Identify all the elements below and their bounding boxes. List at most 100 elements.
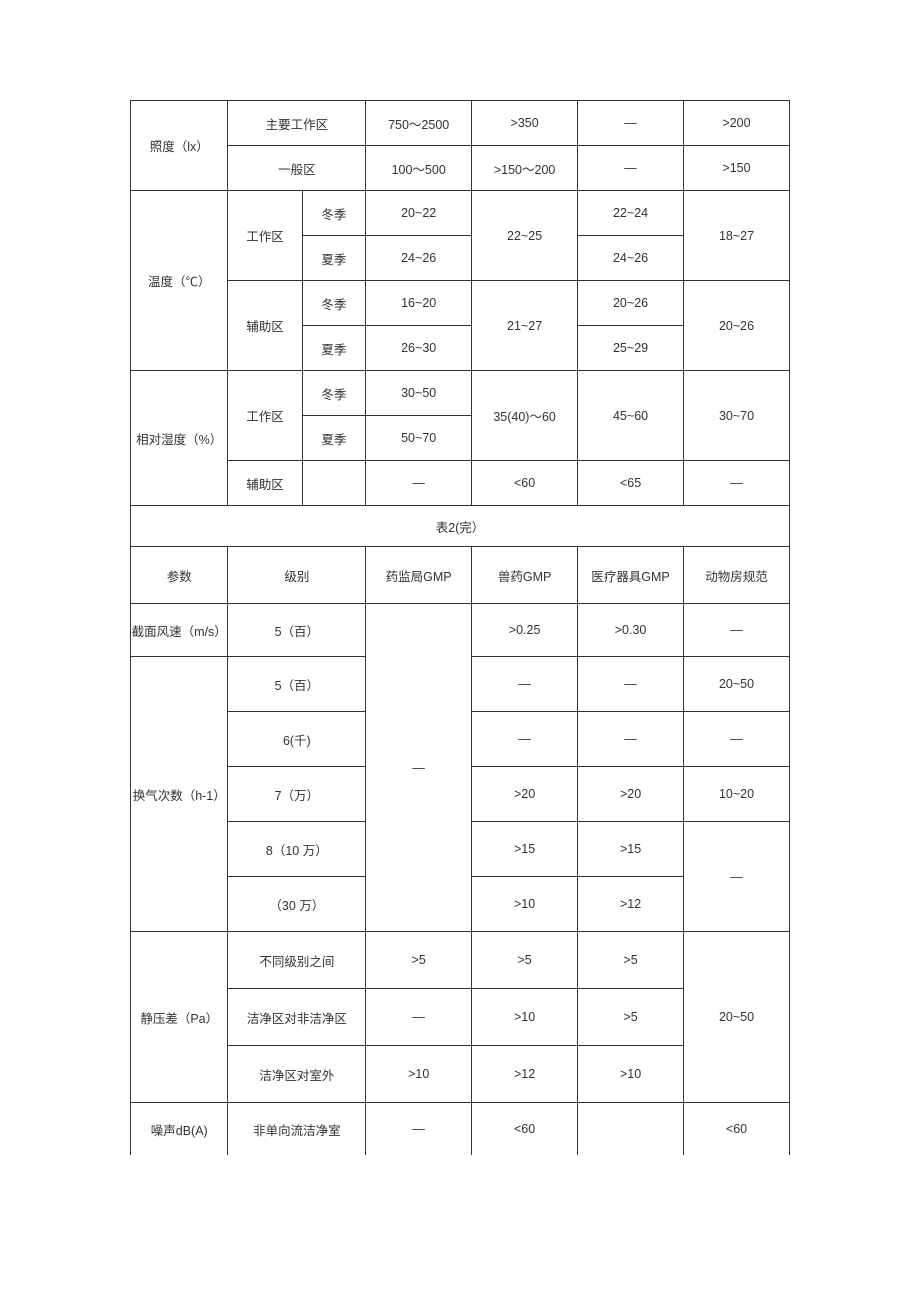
param-vel: 截面风速（m/s）: [131, 604, 228, 657]
cell: >10: [578, 1046, 684, 1103]
season: 夏季: [302, 416, 366, 461]
season: 冬季: [302, 371, 366, 416]
cell: >5: [366, 932, 472, 989]
cell: >350: [472, 101, 578, 146]
cell: —: [684, 712, 790, 767]
cell: 10~20: [684, 767, 790, 822]
header-c3: 医疗器具GMP: [578, 547, 684, 604]
cell: >5: [578, 989, 684, 1046]
cell: <60: [684, 1103, 790, 1156]
cell: >5: [578, 932, 684, 989]
cell: 20~50: [684, 932, 790, 1103]
cell: 20~22: [366, 191, 472, 236]
cell: 20~26: [578, 281, 684, 326]
cell: >0.30: [578, 604, 684, 657]
cell: >20: [578, 767, 684, 822]
cell: 25~29: [578, 326, 684, 371]
cell: 35(40)～60: [472, 371, 578, 461]
season: [302, 461, 366, 506]
rh-g2-label: 辅助区: [228, 461, 302, 506]
cell: >150～200: [472, 146, 578, 191]
cell: 非单向流洁净室: [228, 1103, 366, 1156]
cell: 26~30: [366, 326, 472, 371]
season: 冬季: [302, 191, 366, 236]
param-dp: 静压差（Pa）: [131, 932, 228, 1103]
cell: >10: [472, 989, 578, 1046]
header-param: 参数: [131, 547, 228, 604]
cell: 16~20: [366, 281, 472, 326]
cell: —: [684, 604, 790, 657]
cell: —: [578, 101, 684, 146]
cell: —: [366, 461, 472, 506]
cell: 50~70: [366, 416, 472, 461]
cell: >200: [684, 101, 790, 146]
cell: <60: [472, 1103, 578, 1156]
cell: —: [366, 989, 472, 1046]
param-noise: 噪声dB(A): [131, 1103, 228, 1156]
lux-sub2-label: 一般区: [228, 146, 366, 191]
cell: 5（百）: [228, 604, 366, 657]
cell: 22~24: [578, 191, 684, 236]
param-temp: 温度（℃）: [131, 191, 228, 371]
temp-g2-label: 辅助区: [228, 281, 302, 371]
cell: >0.25: [472, 604, 578, 657]
cell: （30 万）: [228, 877, 366, 932]
cell: 22~25: [472, 191, 578, 281]
lux-sub1-label: 主要工作区: [228, 101, 366, 146]
cell: <60: [472, 461, 578, 506]
cell: 18~27: [684, 191, 790, 281]
cell: >12: [578, 877, 684, 932]
cell: 7（万）: [228, 767, 366, 822]
cell: >150: [684, 146, 790, 191]
season: 冬季: [302, 281, 366, 326]
cell: 20~26: [684, 281, 790, 371]
param-air: 换气次数（h-1）: [131, 657, 228, 932]
cell: 100～500: [366, 146, 472, 191]
rh-g1-label: 工作区: [228, 371, 302, 461]
season: 夏季: [302, 236, 366, 281]
cell: >20: [472, 767, 578, 822]
cell: —: [366, 1103, 472, 1156]
cell: —: [472, 712, 578, 767]
cell: 5（百）: [228, 657, 366, 712]
cell: >10: [472, 877, 578, 932]
cell: [578, 1103, 684, 1156]
document-page: 照度（lx） 主要工作区 750～2500 >350 — >200 一般区 10…: [0, 0, 920, 1215]
cell: —: [578, 146, 684, 191]
cell: 45~60: [578, 371, 684, 461]
cell: 24~26: [578, 236, 684, 281]
header-c2: 兽药GMP: [472, 547, 578, 604]
cell: 24~26: [366, 236, 472, 281]
cell: >10: [366, 1046, 472, 1103]
cell: 30~70: [684, 371, 790, 461]
cell: >15: [578, 822, 684, 877]
cell: 8（10 万）: [228, 822, 366, 877]
cell: >15: [472, 822, 578, 877]
cell: <65: [578, 461, 684, 506]
temp-g1-label: 工作区: [228, 191, 302, 281]
header-c1: 药监局GMP: [366, 547, 472, 604]
cell: 不同级别之间: [228, 932, 366, 989]
cell: 750～2500: [366, 101, 472, 146]
cell: 洁净区对室外: [228, 1046, 366, 1103]
season: 夏季: [302, 326, 366, 371]
cell: 30~50: [366, 371, 472, 416]
param-rh: 相对湿度（%）: [131, 371, 228, 506]
cell: —: [578, 657, 684, 712]
cell: 洁净区对非洁净区: [228, 989, 366, 1046]
header-c4: 动物房规范: [684, 547, 790, 604]
cell: —: [578, 712, 684, 767]
cell: >12: [472, 1046, 578, 1103]
table-caption: 表2(完）: [131, 506, 790, 547]
cell: >5: [472, 932, 578, 989]
cell: 21~27: [472, 281, 578, 371]
param-lux: 照度（lx）: [131, 101, 228, 191]
cell: —: [472, 657, 578, 712]
spec-table: 照度（lx） 主要工作区 750～2500 >350 — >200 一般区 10…: [130, 100, 790, 1155]
header-level: 级别: [228, 547, 366, 604]
cell: —: [684, 461, 790, 506]
cell: —: [366, 604, 472, 932]
cell: 6(千): [228, 712, 366, 767]
cell: 20~50: [684, 657, 790, 712]
cell: —: [684, 822, 790, 932]
